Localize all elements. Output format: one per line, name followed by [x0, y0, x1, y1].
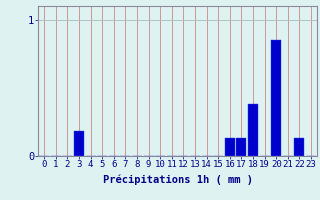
Bar — [74, 131, 84, 156]
Bar — [294, 138, 304, 156]
Bar — [225, 138, 235, 156]
X-axis label: Précipitations 1h ( mm ): Précipitations 1h ( mm ) — [103, 175, 252, 185]
Bar — [248, 104, 258, 156]
Bar — [271, 40, 281, 156]
Bar — [236, 138, 246, 156]
